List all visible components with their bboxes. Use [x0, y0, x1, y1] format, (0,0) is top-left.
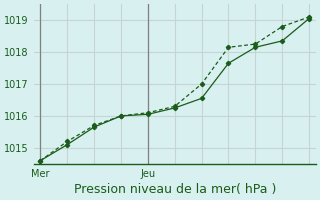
X-axis label: Pression niveau de la mer( hPa ): Pression niveau de la mer( hPa ) [74, 183, 276, 196]
